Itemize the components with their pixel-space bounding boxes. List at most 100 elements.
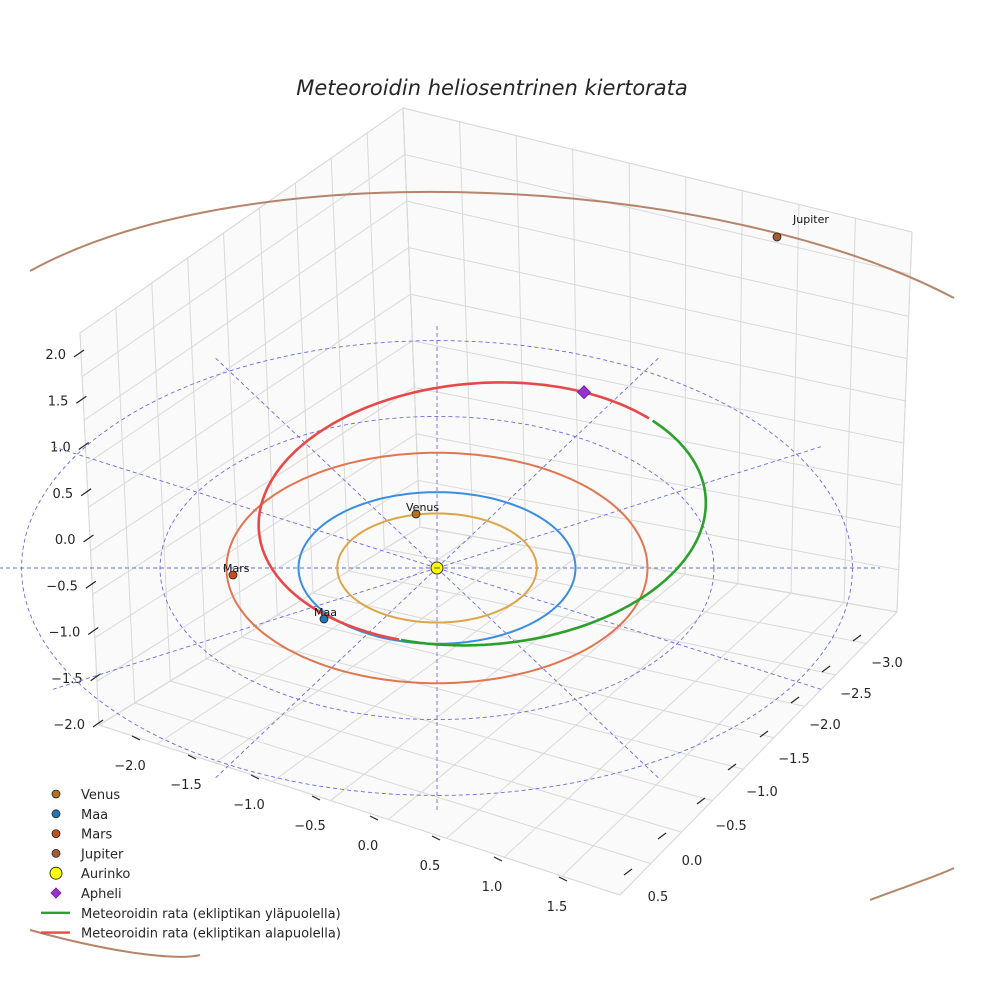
gridline-left-horizontal bbox=[88, 293, 411, 508]
y-tick-mark bbox=[623, 868, 633, 876]
venus-label: Venus bbox=[406, 501, 439, 514]
z-tick-mark bbox=[87, 627, 99, 635]
gridline-floor-x bbox=[419, 526, 898, 613]
z-tick-mark bbox=[92, 719, 104, 728]
axes-gridlines bbox=[79, 107, 913, 896]
y-tick-label: −2.5 bbox=[840, 687, 872, 702]
legend-label: Aurinko bbox=[81, 867, 130, 882]
x-tick-mark bbox=[369, 815, 379, 821]
jupiter-marker bbox=[772, 232, 782, 242]
gridline-floor-x bbox=[98, 724, 621, 896]
gridline-left-vertical bbox=[366, 132, 385, 550]
y-tick-label: −1.5 bbox=[778, 752, 810, 767]
x-tick-label: 1.5 bbox=[547, 900, 568, 915]
gridline-floor-x bbox=[384, 548, 867, 644]
gridline-floor-y bbox=[561, 602, 845, 877]
x-tick-mark bbox=[493, 856, 503, 862]
z-tick-label: 2.0 bbox=[45, 348, 66, 363]
z-tick-mark bbox=[90, 673, 101, 682]
gridline-left-vertical bbox=[294, 182, 314, 594]
gridline-left-horizontal bbox=[86, 247, 409, 465]
y-tick-label: −0.5 bbox=[715, 819, 747, 834]
gridline-back-horizontal bbox=[416, 433, 901, 529]
z-tick-mark bbox=[76, 395, 87, 404]
z-tick-label: 0.0 bbox=[55, 533, 76, 548]
meteoroid-orbit-above bbox=[400, 419, 708, 647]
gridline-left-vertical bbox=[258, 207, 278, 616]
x-tick-mark bbox=[558, 876, 568, 882]
legend-label: Maa bbox=[81, 808, 108, 823]
reference-spoke bbox=[436, 567, 659, 779]
z-tick-mark bbox=[78, 442, 90, 450]
legend-marker bbox=[51, 849, 61, 858]
y-tick-mark bbox=[852, 634, 862, 642]
z-tick-label: 1.5 bbox=[48, 394, 69, 409]
legend-marker bbox=[51, 789, 61, 799]
axes-ticks: 2.0 1.5 1.0 0.5 0.0 −0.5 −1.0 −1.5 −2.0 −2.0 −1.5 −… bbox=[45, 348, 902, 915]
gridline-left-vertical bbox=[151, 282, 171, 682]
maa-label: Maa bbox=[314, 606, 337, 619]
mars-marker bbox=[228, 570, 238, 580]
maa-orbit bbox=[297, 491, 577, 645]
x-tick-label: −0.5 bbox=[294, 819, 326, 834]
z-tick-mark bbox=[83, 534, 94, 543]
legend-label: Meteoroidin rata (ekliptikan alapuolella… bbox=[81, 927, 341, 942]
gridline-back-horizontal bbox=[402, 107, 913, 233]
gridline-floor-x bbox=[134, 702, 651, 865]
planet-orbits bbox=[29, 191, 955, 958]
gridline-floor-y bbox=[619, 611, 898, 896]
x-tick-label: 1.0 bbox=[482, 880, 503, 895]
aphelion-marker bbox=[576, 385, 592, 400]
gridline-back-horizontal bbox=[408, 247, 908, 360]
legend-label: Jupiter bbox=[80, 847, 124, 862]
gridline-back-horizontal bbox=[412, 340, 904, 444]
mars-label: Mars bbox=[223, 562, 250, 575]
gridline-back-vertical bbox=[459, 121, 474, 537]
y-tick-mark bbox=[790, 696, 800, 704]
x-tick-label: −1.5 bbox=[170, 778, 202, 793]
legend-marker bbox=[50, 887, 62, 899]
gridline-floor-y bbox=[214, 545, 527, 764]
legend: Venus Maa Mars Jupiter Aurinko Apheli Meteoroi… bbox=[41, 788, 341, 942]
meteoroid-orbit bbox=[257, 381, 708, 647]
legend-marker bbox=[49, 866, 63, 880]
gridline-left-horizontal bbox=[96, 480, 419, 682]
y-tick-mark bbox=[727, 763, 737, 771]
y-tick-label: −3.0 bbox=[871, 656, 903, 671]
gridline-back-horizontal bbox=[404, 154, 911, 275]
gridline-left-horizontal bbox=[81, 154, 406, 377]
y-tick-label: 0.0 bbox=[682, 854, 703, 869]
venus-orbit bbox=[336, 512, 538, 624]
meteoroid-orbit-below bbox=[257, 381, 650, 641]
chart-title: Meteoroidin heliosentrinen kiertorata bbox=[296, 76, 688, 100]
z-tick-label: 1.0 bbox=[50, 441, 71, 456]
reference-spoke bbox=[436, 357, 659, 569]
y-tick-mark bbox=[759, 730, 769, 738]
jupiter-orbit-front-right bbox=[869, 867, 955, 901]
z-tick-mark bbox=[85, 580, 97, 589]
gridline-floor-x bbox=[241, 636, 744, 770]
maa-marker bbox=[319, 614, 329, 624]
gridline-left-vertical bbox=[223, 232, 243, 638]
z-tick-label: −0.5 bbox=[46, 579, 78, 594]
gridline-back-vertical bbox=[896, 231, 913, 613]
gridline-floor-x bbox=[205, 658, 713, 802]
gridline-back-vertical bbox=[572, 149, 580, 556]
x-tick-label: 0.5 bbox=[420, 859, 441, 874]
gridline-floor-y bbox=[330, 564, 633, 801]
gridline-back-vertical bbox=[737, 190, 743, 584]
gridline-left-horizontal bbox=[98, 526, 421, 726]
y-tick-mark bbox=[696, 797, 706, 805]
legend-label: Venus bbox=[81, 788, 120, 803]
gridline-back-horizontal bbox=[406, 200, 909, 317]
x-tick-mark bbox=[131, 735, 141, 741]
gridline-back-horizontal bbox=[418, 479, 899, 571]
gridline-back-vertical bbox=[790, 204, 800, 594]
gridline-left-vertical bbox=[115, 307, 136, 704]
x-tick-mark bbox=[311, 795, 321, 801]
x-tick-mark bbox=[250, 774, 260, 780]
gridline-back-vertical bbox=[515, 135, 527, 546]
gridline-left-horizontal bbox=[94, 433, 417, 639]
gridline-floor-x bbox=[170, 680, 682, 833]
